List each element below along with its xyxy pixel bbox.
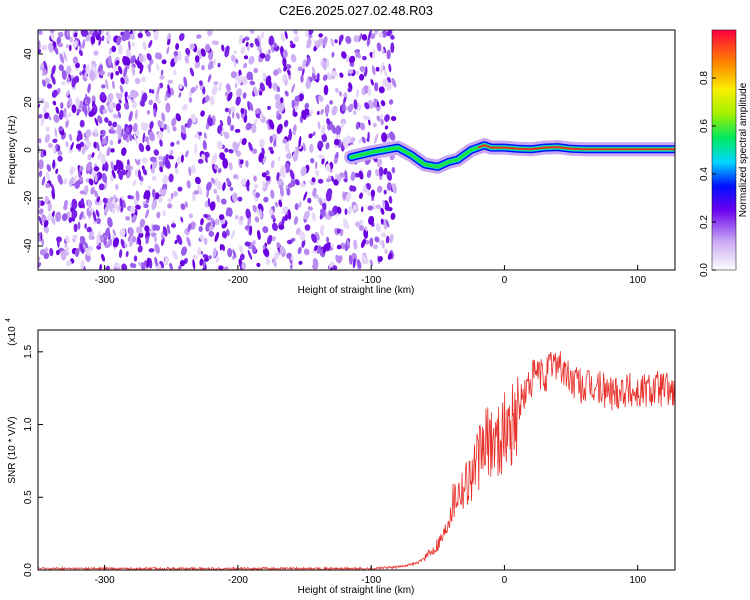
- spectrogram-ytick-label: 0: [23, 147, 34, 153]
- snr-xtick-label: -200: [228, 575, 248, 586]
- noise-speckle-field: [38, 30, 397, 270]
- colorbar-tick-label: 0.4: [699, 167, 710, 181]
- snr-panel: -300 -200 -100 0 100 0.0 0.5 1.0 1.5 Height of …: [5, 318, 676, 596]
- snr-xtick-label: 100: [629, 575, 646, 586]
- snr-ytick-label: 1.0: [23, 417, 34, 431]
- snr-multiplier-base: (x10: [7, 326, 18, 346]
- colorbar-tick-label: 0.0: [699, 263, 710, 277]
- snr-ytick-label: 0.5: [23, 490, 34, 504]
- snr-xtick-label: -100: [361, 575, 381, 586]
- spectrogram-xtick-label: -200: [228, 275, 248, 286]
- snr-xtick-label: -300: [95, 575, 115, 586]
- spectrogram-ytick-label: -20: [23, 190, 34, 205]
- snr-multiplier-exp: 4: [5, 318, 12, 322]
- snr-series-line: [38, 351, 675, 570]
- snr-ytick-label: 1.5: [23, 344, 34, 358]
- snr-frame: [37, 329, 676, 571]
- signal-track-core: [477, 144, 675, 151]
- spectrogram-xtick-label: -100: [361, 275, 381, 286]
- spectrogram-xlabel: Height of straight line (km): [298, 285, 415, 296]
- chart-title: C2E6.2025.027.02.48.R03: [279, 3, 433, 18]
- snr-multiplier: (x10 4: [5, 318, 18, 346]
- snr-ytick-label: 0.0: [23, 563, 34, 577]
- spectrogram-ytick-label: -40: [23, 238, 34, 253]
- snr-ylabel: SNR (10 * V/V): [7, 416, 18, 483]
- colorbar-gradient: [711, 29, 737, 271]
- colorbar: 0.0 0.2 0.4 0.6 0.8 Normalized spectral ampl…: [699, 29, 749, 277]
- colorbar-label: Normalized spectral amplitude: [738, 82, 749, 217]
- spectrogram-xtick-label: -300: [95, 275, 115, 286]
- spectrogram-xtick-label: 0: [502, 275, 508, 286]
- spectrogram-ytick-label: 40: [23, 48, 34, 60]
- spectrogram-ylabel: Frequency (Hz): [7, 116, 18, 185]
- colorbar-tick-label: 0.2: [699, 215, 710, 229]
- spectrogram-xtick-label: 100: [629, 275, 646, 286]
- colorbar-tick-label: 0.8: [699, 71, 710, 85]
- snr-xtick-label: 0: [502, 575, 508, 586]
- colorbar-tick-label: 0.6: [699, 119, 710, 133]
- spectrogram-ytick-label: 20: [23, 96, 34, 108]
- snr-xlabel: Height of straight line (km): [298, 585, 415, 596]
